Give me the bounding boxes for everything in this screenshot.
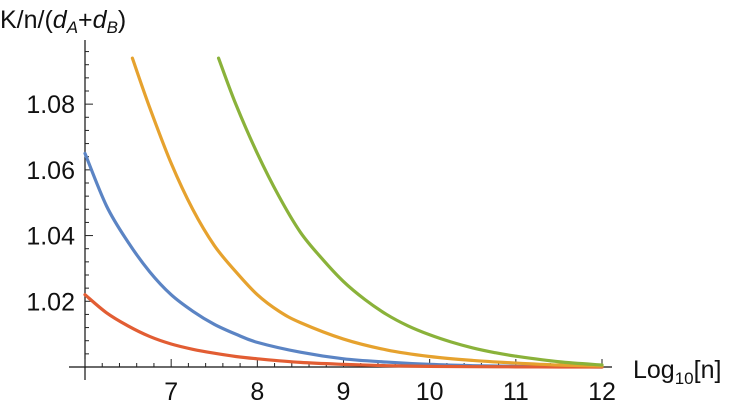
x-tick-label: 12 — [588, 378, 616, 406]
y-tick-label: 1.06 — [26, 157, 75, 185]
y-axis-label: K/n/(dA+dB) — [0, 6, 126, 37]
y-tick-label: 1.04 — [26, 223, 75, 251]
series-line-2 — [83, 293, 604, 369]
x-axis: 7 8 9 10 11 12 — [69, 359, 616, 406]
series-line-1 — [83, 151, 604, 369]
x-axis-label: Log10[n] — [633, 356, 721, 388]
series-line-3 — [130, 56, 604, 368]
x-tick-label: 11 — [503, 378, 529, 406]
x-tick-label: 9 — [337, 378, 351, 406]
y-axis: 1.02 1.04 1.06 1.08 — [26, 40, 93, 380]
x-tick-label: 10 — [416, 378, 444, 406]
y-tick-label: 1.08 — [26, 91, 75, 119]
series-line-4 — [216, 56, 604, 367]
x-tick-label: 7 — [164, 378, 178, 406]
y-tick-label: 1.02 — [26, 288, 75, 316]
x-tick-label: 8 — [250, 378, 264, 406]
plot-series — [83, 56, 604, 369]
